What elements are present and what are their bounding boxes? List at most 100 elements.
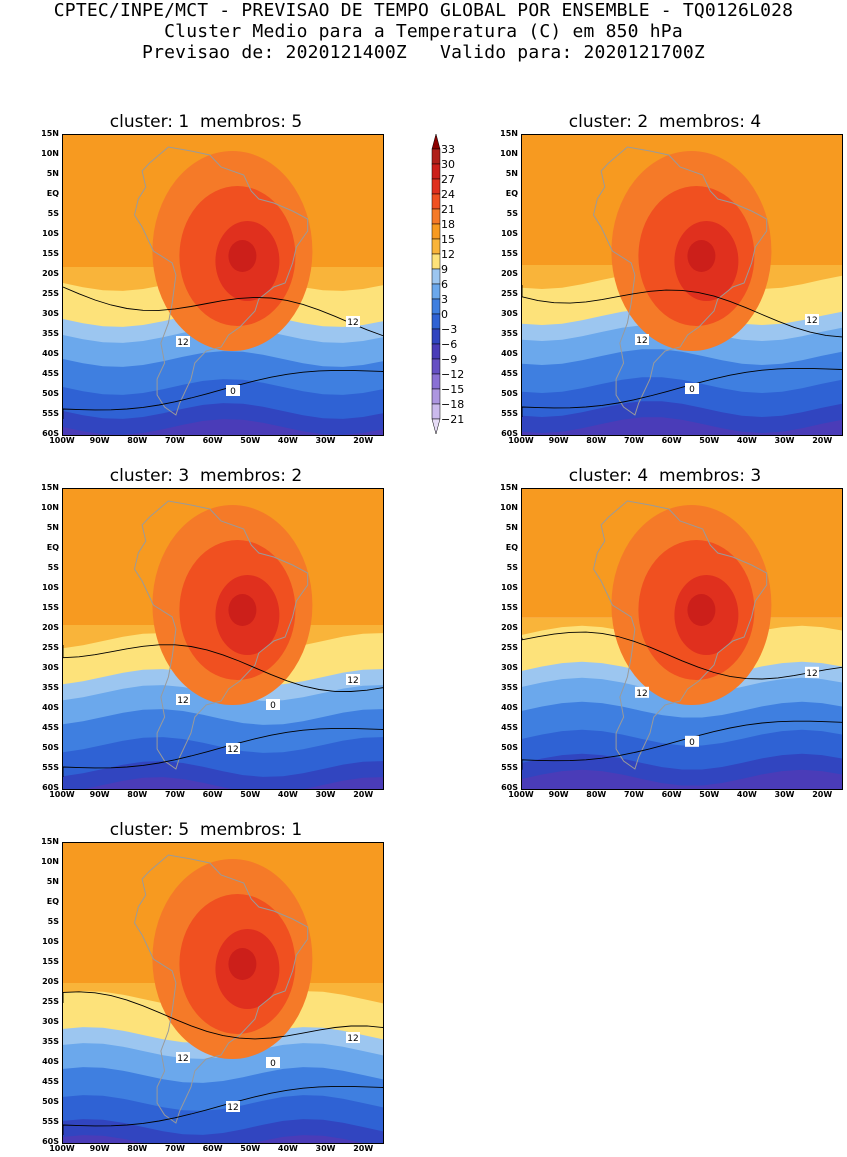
map-panel-cluster-4: cluster: 4 membros: 3 12 12 0 15N 10N 5N EQ 5S 10…: [459, 466, 843, 799]
colorbar-label: 27: [441, 173, 455, 186]
coastline: [592, 500, 768, 770]
lat-tick-label: EQ: [46, 189, 59, 198]
lat-tick-label: 25S: [42, 997, 59, 1006]
lat-tick-label: 45S: [501, 723, 518, 732]
map-area: 12 12 0: [521, 134, 843, 436]
lon-tick-label: 80W: [586, 790, 607, 799]
colorbar-arrow-bottom: [431, 418, 441, 435]
map-area: 12 12 12 0: [62, 842, 384, 1144]
lon-tick-label: 40W: [736, 436, 757, 445]
lat-tick-label: 30S: [42, 1017, 59, 1026]
contour-label: 0: [266, 1057, 280, 1069]
map-panel-cluster-5: cluster: 5 membros: 1 12 12 12 0 15N 10N 5N EQ 5S…: [0, 820, 384, 1153]
lat-tick-label: 30S: [42, 309, 59, 318]
contour-label: 12: [635, 686, 649, 699]
colorbar-label: −18: [441, 398, 465, 411]
coastline: [133, 146, 309, 416]
lon-tick-label: 70W: [164, 1144, 185, 1153]
lon-tick-label: 40W: [277, 1144, 298, 1153]
lon-tick-label: 20W: [353, 436, 374, 445]
lon-tick-label: 20W: [353, 790, 374, 799]
svg-text:12: 12: [636, 336, 647, 346]
svg-text:12: 12: [227, 745, 238, 755]
lon-tick-label: 30W: [315, 790, 336, 799]
lat-tick-label: 10S: [501, 229, 518, 238]
contour-label: 12: [176, 336, 190, 348]
lon-tick-label: 100W: [508, 790, 534, 799]
lat-tick-label: 60S: [501, 783, 518, 792]
svg-text:12: 12: [347, 318, 358, 328]
lon-tick-label: 80W: [127, 790, 148, 799]
lat-tick-label: 5S: [506, 209, 518, 218]
svg-text:0: 0: [689, 738, 695, 748]
lat-tick-label: EQ: [505, 543, 518, 552]
colorbar-swatch: [431, 403, 441, 420]
lat-tick-label: 10N: [41, 857, 59, 866]
svg-text:0: 0: [270, 701, 276, 711]
colorbar-swatch: [431, 193, 441, 210]
lat-tick-label: 55S: [501, 763, 518, 772]
temperature-region: [63, 419, 383, 435]
contour-label: 12: [176, 1052, 190, 1064]
warm-region-27: [228, 594, 257, 626]
svg-text:0: 0: [689, 385, 695, 395]
lat-tick-label: 20S: [501, 623, 518, 632]
map-area: 12 12 12 0: [62, 488, 384, 790]
map-panel-cluster-3: cluster: 3 membros: 2 12 12 12 0 15N 10N 5N EQ 5S…: [0, 466, 384, 799]
lat-tick-label: 60S: [42, 1137, 59, 1146]
lat-tick-label: 60S: [501, 429, 518, 438]
colorbar: 33 30 27 24 21 18 15 12 9 6 3 0 −3 −6 −9 −12 −15 −18 −21: [424, 133, 484, 440]
lat-tick-label: 45S: [42, 369, 59, 378]
temperature-map: 12 12 0: [522, 135, 842, 435]
lat-tick-label: 15S: [501, 249, 518, 258]
map-area: 12 12 0: [62, 134, 384, 436]
colorbar-swatch: [431, 358, 441, 375]
contour-12: [522, 631, 842, 680]
lon-tick-label: 60W: [661, 436, 682, 445]
colorbar-label: 3: [441, 293, 448, 306]
contour-label: 0: [685, 735, 699, 748]
lon-tick-label: 50W: [240, 790, 261, 799]
lat-tick-label: 5N: [46, 169, 59, 178]
svg-text:12: 12: [806, 316, 817, 326]
contour-12: [63, 286, 383, 337]
colorbar-label: 24: [441, 188, 455, 201]
contour-label: 12: [226, 1101, 240, 1113]
colorbar-swatch: [431, 283, 441, 300]
lat-tick-label: 10N: [41, 503, 59, 512]
lon-tick-label: 50W: [699, 436, 720, 445]
lat-tick-label: 35S: [501, 683, 518, 692]
temperature-map: 12 12 12 0: [63, 843, 383, 1143]
colorbar-label: 30: [441, 158, 455, 171]
lat-tick-label: 15S: [42, 957, 59, 966]
lon-tick-label: 90W: [548, 790, 569, 799]
lat-tick-label: 5S: [47, 209, 59, 218]
lat-tick-label: 35S: [42, 683, 59, 692]
lon-tick-label: 20W: [353, 1144, 374, 1153]
lon-tick-label: 30W: [315, 1144, 336, 1153]
warm-region-27: [687, 240, 716, 272]
lon-tick-label: 60W: [202, 436, 223, 445]
panel-title: cluster: 4 membros: 3: [568, 466, 762, 486]
svg-text:12: 12: [636, 689, 647, 699]
panel-title: cluster: 1 membros: 5: [109, 112, 303, 132]
lat-tick-label: 35S: [42, 1037, 59, 1046]
svg-text:0: 0: [270, 1059, 276, 1069]
contour-label: 0: [266, 699, 280, 711]
colorbar-label: 33: [441, 143, 455, 156]
lon-tick-label: 40W: [277, 790, 298, 799]
lat-tick-label: 50S: [42, 1097, 59, 1106]
colorbar-swatch: [431, 298, 441, 315]
panel-title: cluster: 5 membros: 1: [109, 820, 303, 840]
svg-text:12: 12: [177, 696, 188, 706]
contour-12: [63, 991, 383, 1040]
colorbar-swatch: [431, 208, 441, 225]
colorbar-swatch: [431, 268, 441, 285]
colorbar-label: −6: [441, 338, 458, 351]
lat-tick-label: 55S: [42, 763, 59, 772]
contour-12: [63, 644, 383, 692]
lat-tick-label: 55S: [42, 409, 59, 418]
lat-tick-label: 15N: [41, 129, 59, 138]
lat-tick-label: 35S: [42, 329, 59, 338]
colorbar-label: 15: [441, 233, 455, 246]
